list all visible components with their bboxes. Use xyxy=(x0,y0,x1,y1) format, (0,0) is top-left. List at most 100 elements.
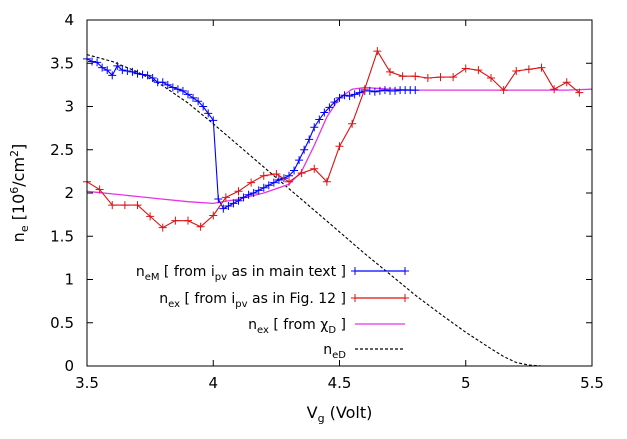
data-point xyxy=(315,115,324,124)
data-point xyxy=(375,86,384,95)
data-point xyxy=(214,195,223,204)
data-point xyxy=(254,186,263,195)
data-point xyxy=(391,86,400,95)
legend-label: neM [ from ipv as in main text ] xyxy=(136,264,346,283)
legend-entry: neM [ from ipv as in main text ] xyxy=(136,264,409,283)
data-point xyxy=(487,73,495,82)
data-point xyxy=(310,164,319,173)
data-point xyxy=(234,196,243,205)
legend-label-part: n xyxy=(323,342,332,358)
data-point xyxy=(436,73,445,82)
data-point xyxy=(295,156,304,165)
legend-marker xyxy=(351,294,359,302)
data-point xyxy=(189,93,198,102)
legend-entry: neD xyxy=(323,342,405,361)
data-point xyxy=(178,86,187,95)
data-point xyxy=(259,171,268,180)
data-point xyxy=(199,102,208,111)
data-point xyxy=(297,169,306,178)
data-point xyxy=(325,103,334,112)
data-point xyxy=(398,72,407,81)
data-point xyxy=(123,67,132,76)
data-point xyxy=(146,212,155,221)
data-point xyxy=(330,98,339,107)
x-tick-label: 3.5 xyxy=(75,374,99,392)
legend-label-part: [ from i xyxy=(180,291,235,307)
legend-marker xyxy=(401,267,409,275)
data-point xyxy=(148,73,157,82)
legend: neM [ from ipv as in main text ]nex [ fr… xyxy=(136,264,409,361)
data-point xyxy=(209,116,218,125)
data-point xyxy=(204,109,213,118)
data-point xyxy=(244,190,253,199)
y-tick-label: 2.5 xyxy=(50,141,74,159)
data-point xyxy=(305,135,314,144)
axis-ticks: 3.5 4 4.5 5 5.5 0 0.5 1 1.5 2 2.5 3 3.5 4 xyxy=(50,11,604,392)
data-point xyxy=(300,145,309,154)
data-point xyxy=(173,85,182,94)
series-2 xyxy=(86,86,593,205)
data-point xyxy=(461,64,470,73)
data-point xyxy=(348,119,357,128)
legend-label-part: n xyxy=(248,317,257,333)
legend-label: nex [ from χD ] xyxy=(248,317,346,336)
data-point xyxy=(274,176,283,185)
data-point xyxy=(108,71,117,80)
x-tick-label: 5.5 xyxy=(580,374,604,392)
x-axis-label: Vg (Volt) xyxy=(307,403,373,425)
legend-label-part: n xyxy=(136,264,145,280)
data-point xyxy=(512,67,521,76)
legend-label-part: pv xyxy=(215,272,227,283)
data-point xyxy=(113,61,122,70)
x-tick-label: 4.5 xyxy=(328,374,352,392)
data-point xyxy=(224,201,233,210)
data-point xyxy=(133,201,142,210)
legend-label-part: as in Fig. 12 ] xyxy=(248,291,346,307)
data-point xyxy=(118,66,127,75)
data-point xyxy=(209,211,218,220)
legend-label-part: ex xyxy=(257,325,269,336)
data-point xyxy=(380,86,389,95)
data-point xyxy=(88,57,97,66)
data-point xyxy=(158,223,167,232)
data-point xyxy=(386,67,394,76)
y-tick-label: 0.5 xyxy=(50,314,74,332)
data-point xyxy=(411,72,420,81)
data-point xyxy=(524,65,533,74)
data-point xyxy=(194,97,203,106)
data-point xyxy=(108,201,117,210)
legend-marker xyxy=(351,267,359,275)
y-tick-label: 3.5 xyxy=(50,54,74,72)
legend-label: neD xyxy=(323,342,346,361)
data-point xyxy=(335,93,344,102)
data-point xyxy=(128,67,137,76)
y-tick-label: 1.5 xyxy=(50,227,74,245)
y-tick-label: 4 xyxy=(64,11,74,29)
data-point xyxy=(474,66,483,75)
data-point xyxy=(93,58,102,67)
data-point xyxy=(171,216,180,225)
legend-label-part: n xyxy=(159,291,168,307)
legend-label-part: eM xyxy=(145,272,160,283)
data-point xyxy=(350,90,359,99)
legend-label-part: [ from xyxy=(269,317,320,333)
data-point xyxy=(285,177,293,186)
data-point xyxy=(264,181,273,190)
series-3 xyxy=(86,54,592,367)
data-point xyxy=(219,204,228,213)
series-0 xyxy=(83,54,420,213)
data-point xyxy=(163,80,172,89)
data-point xyxy=(360,85,369,94)
legend-marker xyxy=(401,294,409,302)
data-point xyxy=(373,47,382,56)
data-point xyxy=(575,88,584,97)
data-point xyxy=(239,193,248,202)
x-tick-label: 5 xyxy=(461,374,471,392)
data-point xyxy=(247,178,256,187)
legend-label-part: D xyxy=(328,325,336,336)
series-1 xyxy=(83,47,584,232)
data-point xyxy=(98,63,107,72)
y-tick-label: 2 xyxy=(64,184,74,202)
legend-label-part: ex xyxy=(168,299,180,310)
